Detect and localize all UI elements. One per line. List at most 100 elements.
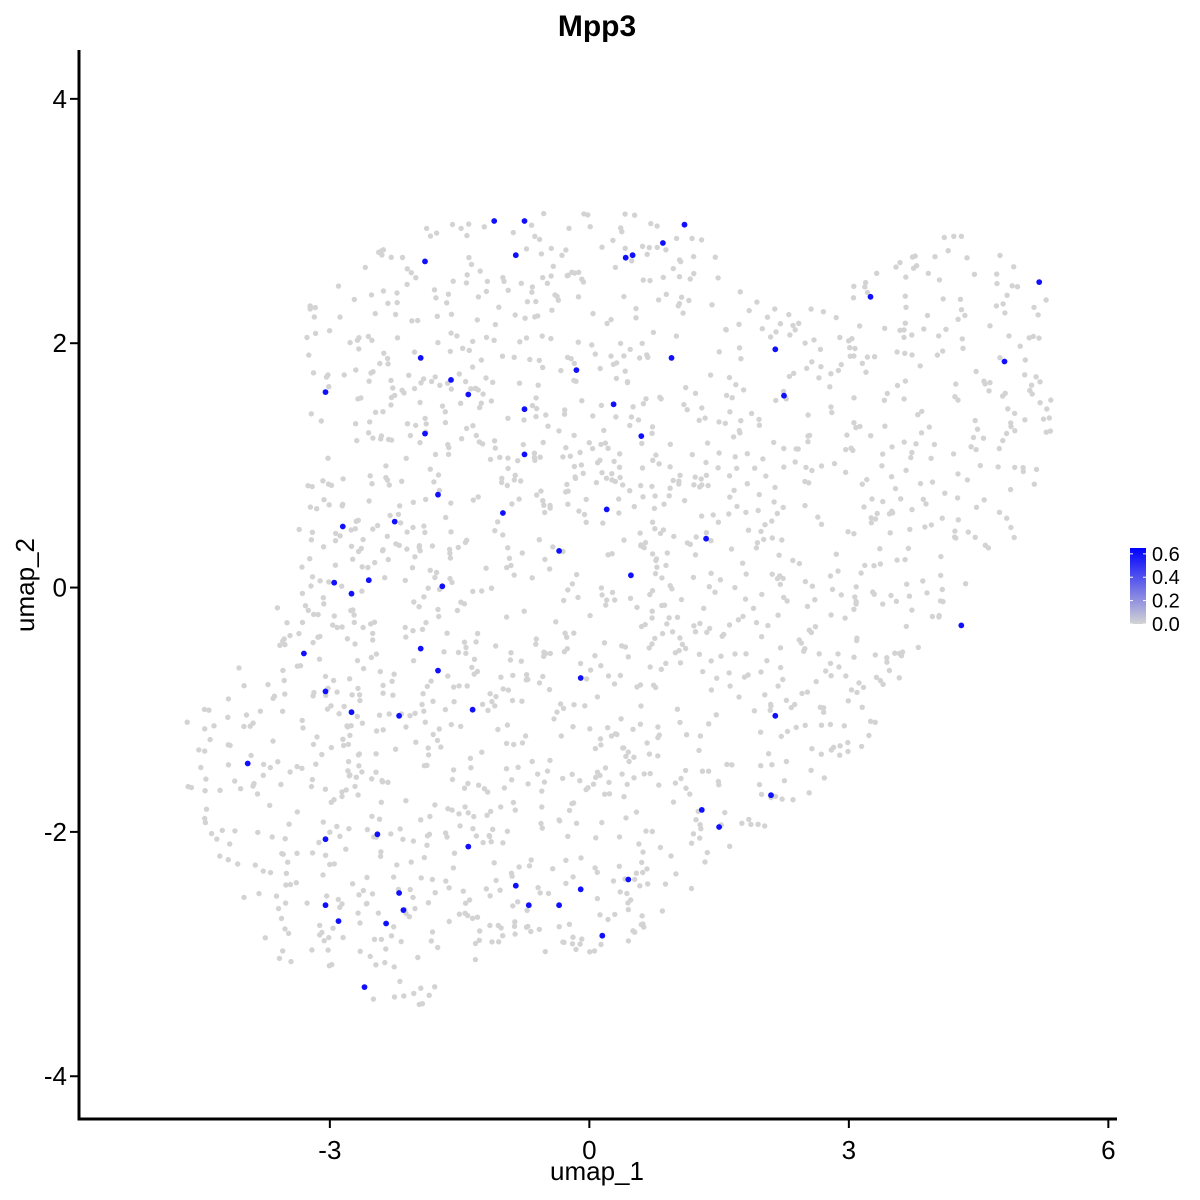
background-cell-point <box>537 890 543 896</box>
background-cell-point <box>519 550 525 556</box>
background-cell-point <box>326 384 332 390</box>
background-cell-point <box>369 891 376 897</box>
background-cell-point <box>1047 428 1054 434</box>
background-cell-point <box>751 708 758 714</box>
background-cell-point <box>812 597 818 603</box>
background-cell-point <box>951 233 957 239</box>
background-cell-point <box>250 783 256 789</box>
background-cell-point <box>682 767 689 774</box>
background-cell-point <box>691 482 697 488</box>
background-cell-point <box>958 233 965 239</box>
background-cell-point <box>679 641 686 648</box>
background-cell-point <box>355 517 361 523</box>
background-cell-point <box>674 706 681 712</box>
background-cell-point <box>1007 486 1014 493</box>
background-cell-point <box>845 748 851 755</box>
background-cell-point <box>653 556 660 562</box>
background-cell-point <box>504 564 510 571</box>
background-cell-point <box>667 441 673 447</box>
background-cell-point <box>569 581 576 587</box>
background-cell-point <box>387 512 393 519</box>
background-cell-point <box>617 474 623 481</box>
expressing-cell-point <box>577 886 584 893</box>
background-cell-point <box>296 526 302 533</box>
background-cell-point <box>864 354 871 360</box>
background-cell-point <box>723 392 730 399</box>
background-cell-point <box>515 899 521 905</box>
background-cell-point <box>697 620 703 627</box>
background-cell-point <box>481 224 487 230</box>
background-cell-point <box>309 574 316 580</box>
background-cell-point <box>622 211 628 217</box>
background-cell-point <box>317 922 323 929</box>
background-cell-point <box>548 273 554 279</box>
background-cell-point <box>758 528 764 535</box>
background-cell-point <box>555 297 561 303</box>
background-cell-point <box>882 325 888 331</box>
background-cell-point <box>425 900 432 906</box>
background-cell-point <box>605 673 612 679</box>
background-cell-point <box>495 922 501 929</box>
background-cell-point <box>265 681 271 688</box>
background-cell-point <box>503 740 510 747</box>
background-cell-point <box>753 545 760 551</box>
background-cell-point <box>370 630 376 637</box>
background-cell-point <box>479 588 485 594</box>
background-cell-point <box>504 722 511 728</box>
background-cell-point <box>546 566 553 572</box>
background-cell-point <box>510 903 516 909</box>
background-cell-point <box>592 653 598 659</box>
background-cell-point <box>365 430 372 436</box>
background-cell-point <box>451 699 457 705</box>
background-cell-point <box>431 479 437 485</box>
background-cell-point <box>856 323 863 329</box>
background-cell-point <box>510 229 516 236</box>
background-cell-point <box>627 422 633 429</box>
background-cell-point <box>411 349 418 355</box>
background-cell-point <box>706 625 713 632</box>
background-cell-point <box>804 365 810 371</box>
background-cell-point <box>1031 481 1038 487</box>
background-cell-point <box>436 726 442 732</box>
background-cell-point <box>360 536 366 543</box>
background-cell-point <box>381 350 387 356</box>
background-cell-point <box>356 692 363 698</box>
background-cell-point <box>762 522 768 528</box>
background-cell-point <box>538 488 544 494</box>
background-cell-point <box>325 455 331 461</box>
background-cell-point <box>690 253 697 260</box>
background-cell-point <box>557 701 564 707</box>
background-cell-point <box>820 309 827 315</box>
background-cell-point <box>275 905 282 912</box>
background-cell-point <box>816 651 822 657</box>
background-cell-point <box>566 225 572 231</box>
background-cell-point <box>699 482 705 488</box>
background-cell-point <box>428 678 434 684</box>
background-cell-point <box>1035 312 1041 318</box>
background-cell-point <box>677 660 684 666</box>
background-cell-point <box>380 409 386 415</box>
background-cell-point <box>267 869 274 876</box>
background-cell-point <box>880 498 886 505</box>
background-cell-point <box>643 828 649 834</box>
background-cell-point <box>359 720 366 726</box>
background-cell-point <box>652 635 658 642</box>
background-cell-point <box>586 440 592 446</box>
background-cell-point <box>421 708 427 714</box>
background-cell-point <box>901 439 907 445</box>
background-cell-point <box>686 297 692 304</box>
background-cell-point <box>473 432 479 439</box>
background-cell-point <box>1011 264 1017 270</box>
y-tick-label: 4 <box>53 84 67 114</box>
background-cell-point <box>647 664 653 670</box>
background-cell-point <box>845 698 851 704</box>
background-cell-point <box>652 493 658 499</box>
background-cell-point <box>294 850 300 856</box>
background-cell-point <box>339 624 345 630</box>
background-cell-point <box>909 506 915 513</box>
background-cell-point <box>306 352 312 358</box>
background-cell-point <box>517 339 523 345</box>
background-cell-point <box>466 254 472 261</box>
background-cell-point <box>536 537 542 543</box>
background-cell-point <box>960 345 966 351</box>
